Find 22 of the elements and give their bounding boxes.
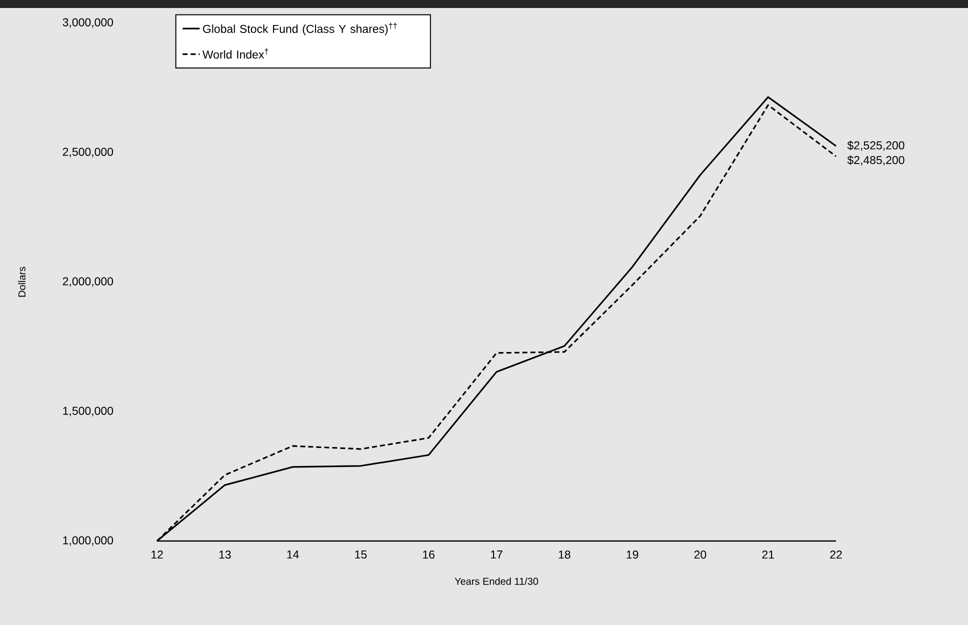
legend-label: Global Stock Fund (Class Y shares)$^{††}$ <box>203 22 397 36</box>
x-tick-label: 21 <box>762 550 774 559</box>
data-label: $2,525,200 <box>847 140 904 151</box>
y-tick-label: 3,000,000 <box>62 18 114 28</box>
x-tick-label: 13 <box>219 550 231 559</box>
x-tick-label: 18 <box>558 550 570 559</box>
legend-label: World Index$^{†}$ <box>202 48 268 59</box>
y-tick-label: 2,500,000 <box>62 148 114 158</box>
x-tick-label: 16 <box>423 550 434 559</box>
data-label: $2,485,200 <box>847 156 904 166</box>
x-tick-label: 12 <box>151 550 163 559</box>
y-axis-title: Dollars <box>18 266 26 297</box>
x-axis-title: Years Ended 11/30 <box>454 578 538 585</box>
x-tick-label: 20 <box>694 550 706 559</box>
x-tick-label: 22 <box>830 550 842 559</box>
y-tick-label: 1,500,000 <box>63 406 114 416</box>
y-tick-label: 2,000,000 <box>62 277 114 287</box>
x-tick-label: 17 <box>490 550 502 558</box>
y-tick-label: 1,000,000 <box>63 536 114 546</box>
x-tick-label: 19 <box>626 550 638 559</box>
x-tick-label: 15 <box>355 550 367 559</box>
x-tick-label: 14 <box>287 550 299 558</box>
